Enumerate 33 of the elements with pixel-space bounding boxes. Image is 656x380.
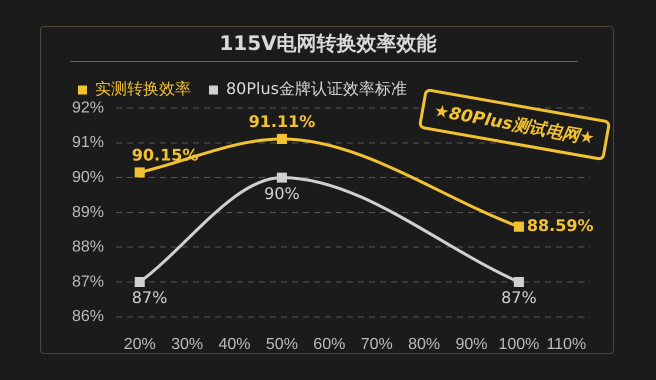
data-label: 90.15%: [132, 146, 198, 165]
x-tick-label: 90%: [455, 336, 488, 353]
x-tick-label: 60%: [313, 336, 346, 353]
x-tick-label: 30%: [171, 336, 204, 353]
annotation: ★80Plus测试电网★: [418, 88, 611, 162]
y-tick-label: 90%: [72, 169, 104, 186]
x-tick-label: 100%: [498, 336, 540, 353]
x-tick-label: 70%: [360, 336, 393, 353]
legend-label: 80Plus金牌认证效率标准: [226, 79, 407, 98]
data-label: 90%: [264, 184, 300, 203]
chart-title: 115V电网转换效率效能: [218, 30, 438, 57]
y-tick-label: 88%: [72, 238, 104, 256]
data-label: 87%: [132, 288, 168, 308]
point: [514, 222, 524, 232]
y-tick-label: 91%: [72, 134, 104, 152]
point: [514, 276, 524, 288]
x-tick-label: 40%: [218, 336, 251, 353]
x-tick-label: 80%: [408, 336, 440, 353]
x-tick-label: 50%: [266, 336, 298, 353]
legend-label: 实测转换效率: [95, 79, 191, 98]
y-tick-label: 87%: [72, 273, 104, 290]
point: [134, 167, 145, 178]
y-tick-label: 86%: [72, 308, 104, 326]
y-tick-label: 92%: [72, 99, 104, 116]
point: [276, 172, 287, 183]
point: [134, 276, 145, 288]
data-label: 88.59%: [526, 216, 594, 235]
x-tick-label: 20%: [124, 336, 156, 353]
y-tick-label: 89%: [72, 204, 104, 221]
point: [276, 134, 287, 144]
data-label: 87%: [501, 288, 537, 308]
x-tick-label: 110%: [546, 336, 586, 353]
data-label: 91.11%: [248, 112, 316, 132]
